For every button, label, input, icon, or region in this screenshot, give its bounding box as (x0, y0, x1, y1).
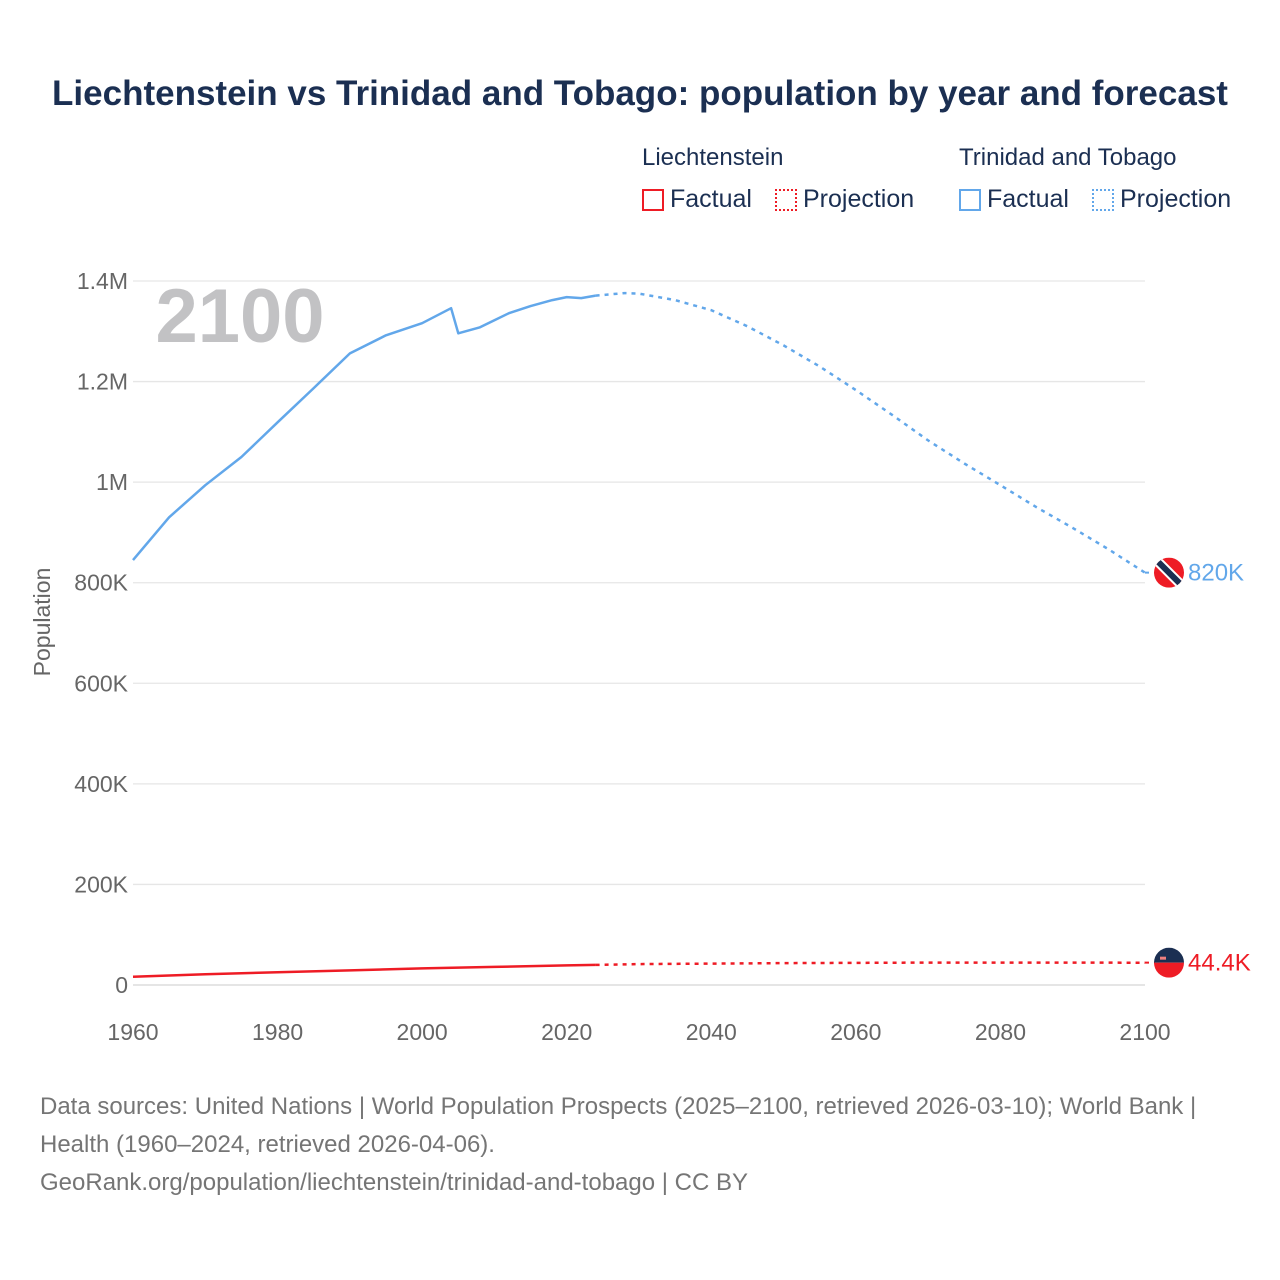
y-tick-label: 1.4M (77, 268, 128, 294)
y-axis-label: Population (29, 568, 55, 677)
y-tick-label: 0 (115, 972, 128, 998)
y-tick-label: 600K (74, 670, 128, 696)
footer: Data sources: United Nations | World Pop… (40, 1088, 1240, 1202)
end-value-label: 820K (1188, 560, 1244, 587)
y-tick-label: 200K (74, 871, 128, 897)
legend-swatch-solid (642, 188, 664, 211)
legend-label: Factual (987, 185, 1069, 213)
legend-trinidad-factual[interactable]: Factual (959, 185, 1069, 214)
line-trinidad-and-tobago-factual (132, 294, 596, 561)
x-tick-label: 2080 (975, 1019, 1026, 1045)
x-tick-label: 1980 (252, 1019, 303, 1045)
legend-swatch-dotted (775, 188, 797, 211)
legend-swatch-solid (959, 188, 981, 211)
x-tick-label: 2060 (830, 1019, 881, 1045)
x-tick-label: 2020 (541, 1019, 592, 1045)
legend-trinidad-projection[interactable]: Projection (1092, 185, 1231, 214)
legend-label: Projection (1120, 185, 1232, 213)
y-tick-label: 400K (74, 771, 128, 797)
legend-label: Factual (670, 185, 752, 213)
year-watermark: 2100 (155, 274, 324, 359)
line-trinidad-and-tobago-projection (595, 291, 1146, 574)
flag-trinidad-and-tobago-icon (1154, 557, 1184, 588)
x-tick-label: 2040 (686, 1019, 737, 1045)
legend-liechtenstein-factual[interactable]: Factual (642, 185, 752, 214)
x-tick-label: 1960 (107, 1019, 158, 1045)
x-tick-label: 2100 (1119, 1019, 1170, 1045)
x-tick-label: 2000 (397, 1019, 448, 1045)
legend-swatch-dotted (1092, 188, 1114, 211)
flag-black (1154, 557, 1184, 588)
footer-attribution[interactable]: GeoRank.org/population/liechtenstein/tri… (40, 1169, 748, 1196)
flag-crown (1160, 956, 1166, 960)
legend-group-trinidad: Trinidad and Tobago (959, 144, 1177, 171)
legend-label: Projection (803, 185, 915, 213)
line-liechtenstein-projection (595, 961, 1146, 967)
flag-red (1154, 962, 1184, 978)
flag-blue (1154, 947, 1184, 963)
flag-liechtenstein-icon (1154, 947, 1184, 978)
line-liechtenstein-factual (132, 963, 596, 978)
y-tick-label: 1.2M (77, 369, 128, 395)
y-tick-label: 800K (74, 570, 128, 596)
y-tick-label: 1M (96, 469, 128, 495)
footer-sources: Data sources: United Nations | World Pop… (40, 1093, 1197, 1158)
legend-liechtenstein-projection[interactable]: Projection (775, 185, 914, 214)
legend-group-liechtenstein: Liechtenstein (642, 144, 784, 171)
end-value-label: 44.4K (1188, 950, 1251, 977)
chart-title: Liechtenstein vs Trinidad and Tobago: po… (52, 74, 1228, 113)
